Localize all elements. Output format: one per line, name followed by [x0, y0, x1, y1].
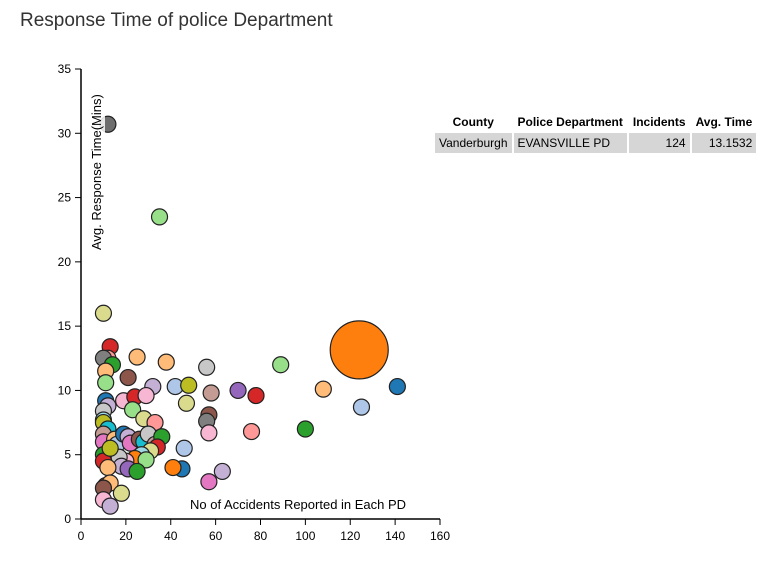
- y-tick-label: 15: [58, 319, 72, 333]
- x-tick-label: 20: [119, 529, 133, 543]
- axis-labels: Avg. Response Time(Mins) No of Accidents…: [88, 93, 408, 513]
- data-point[interactable]: [137, 386, 155, 405]
- chart-title: Response Time of police Department: [20, 10, 333, 31]
- y-axis: 0 5 10 15 20 25 30 35: [58, 62, 82, 526]
- data-point[interactable]: [99, 458, 117, 477]
- x-axis-label-background: [189, 496, 408, 513]
- data-point[interactable]: [272, 356, 290, 374]
- data-point[interactable]: [388, 377, 406, 396]
- data-points: [94, 115, 406, 515]
- data-point[interactable]: [213, 462, 231, 481]
- data-point[interactable]: [229, 381, 247, 400]
- x-tick-label: 80: [254, 529, 268, 543]
- data-point[interactable]: [314, 380, 332, 398]
- x-tick-label: 120: [340, 529, 360, 543]
- x-axis: 0 20 40 60 80 100 120 140 160: [78, 518, 450, 543]
- data-point[interactable]: [200, 424, 218, 442]
- data-point[interactable]: [164, 458, 182, 477]
- tooltip-police-department: EVANSVILLE PD: [513, 133, 627, 153]
- data-point[interactable]: [128, 462, 146, 481]
- data-point[interactable]: [242, 422, 261, 441]
- data-point[interactable]: [150, 208, 169, 226]
- data-point[interactable]: [101, 439, 119, 457]
- data-point[interactable]: [198, 358, 216, 376]
- x-tick-label: 60: [209, 529, 223, 543]
- tooltip-header-incidents: Incidents: [628, 113, 690, 131]
- data-point[interactable]: [175, 439, 193, 457]
- y-tick-label: 35: [58, 62, 72, 76]
- y-axis-label-background: [88, 93, 105, 251]
- data-point[interactable]: [97, 374, 115, 392]
- tooltip-avg-time: 13.1532: [691, 133, 757, 153]
- y-tick-label: 20: [58, 255, 72, 269]
- tooltip-header-avg-time: Avg. Time: [691, 113, 757, 131]
- x-tick-label: 100: [295, 529, 315, 543]
- data-point[interactable]: [157, 353, 175, 371]
- data-point[interactable]: [180, 376, 198, 394]
- data-point[interactable]: [177, 394, 196, 412]
- y-tick-label: 5: [64, 448, 71, 462]
- tooltip-county: Vanderburgh: [435, 133, 512, 153]
- data-point[interactable]: [94, 304, 113, 322]
- data-point[interactable]: [202, 384, 220, 402]
- x-axis-label: No of Accidents Reported in Each PD: [190, 497, 406, 512]
- tooltip-incidents: 124: [628, 133, 690, 153]
- x-tick-label: 140: [385, 529, 405, 543]
- data-point[interactable]: [112, 484, 130, 502]
- tooltip-header-row: County Police Department Incidents Avg. …: [435, 113, 757, 131]
- tooltip-row: Vanderburgh EVANSVILLE PD 124 13.1532: [435, 133, 757, 153]
- data-point[interactable]: [119, 368, 137, 387]
- x-tick-label: 160: [430, 529, 450, 543]
- x-tick-label: 0: [78, 529, 85, 543]
- data-point[interactable]: [200, 473, 218, 491]
- data-point[interactable]: [137, 451, 155, 469]
- tooltip-table: County Police Department Incidents Avg. …: [433, 111, 758, 155]
- data-point[interactable]: [124, 401, 142, 419]
- data-point[interactable]: [352, 398, 371, 416]
- tooltip-header-county: County: [435, 113, 512, 131]
- y-tick-label: 0: [64, 512, 71, 526]
- data-point[interactable]: [101, 497, 119, 515]
- x-tick-label: 40: [164, 529, 178, 543]
- data-point-highlighted[interactable]: [329, 320, 389, 380]
- y-axis-label: Avg. Response Time(Mins): [89, 94, 104, 250]
- tooltip-header-police-department: Police Department: [513, 113, 627, 131]
- y-tick-label: 25: [58, 191, 72, 205]
- y-tick-label: 30: [58, 126, 72, 140]
- y-tick-label: 10: [58, 383, 72, 397]
- data-point[interactable]: [128, 348, 146, 366]
- data-point[interactable]: [247, 386, 265, 405]
- data-point[interactable]: [296, 420, 314, 438]
